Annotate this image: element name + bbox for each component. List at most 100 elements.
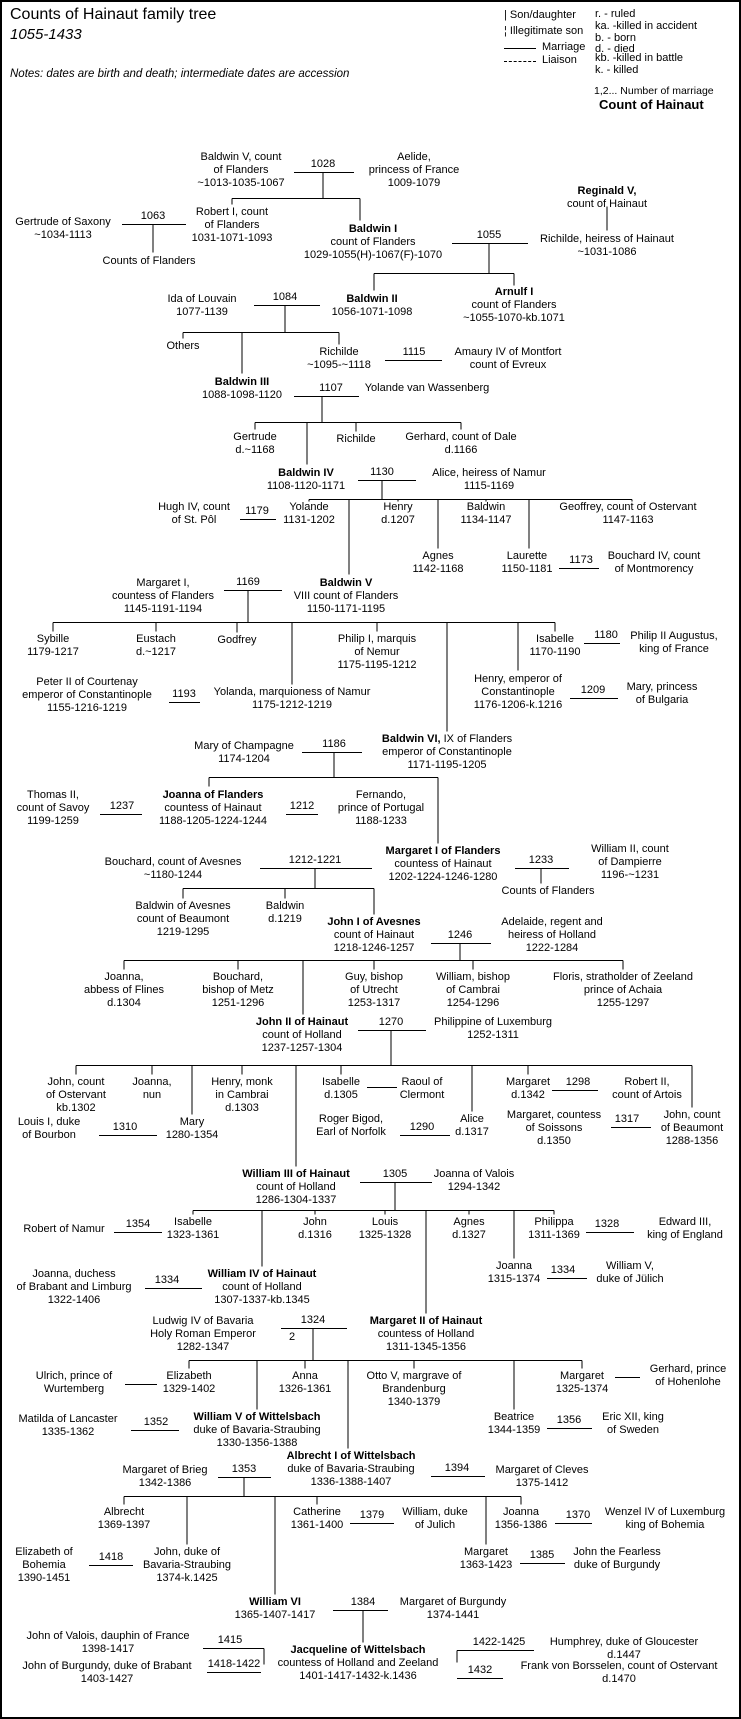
marriage-year-1186: 1186: [322, 738, 346, 750]
person-ida-of-louvain: Ida of Louvain 1077-1139: [167, 293, 237, 318]
liaison-dash-icon: [504, 61, 536, 62]
marriage-year-1107: 1107: [319, 382, 343, 394]
person-others: Others: [166, 340, 200, 352]
person-amaury-iv: Amaury IV of Montfort count of Evreux: [454, 346, 562, 371]
marriage-year-1394: 1394: [444, 1462, 470, 1474]
marriage-year-1115: 1115: [402, 346, 426, 358]
page-title: Counts of Hainaut family tree: [10, 6, 217, 23]
person-margaret-ii-of-hainaut: Margaret II of Hainaut countess of Hollan…: [369, 1315, 483, 1353]
marriage-year-1290: 1290: [409, 1121, 435, 1133]
person-ludwig-iv: Ludwig IV of Bavaria Holy Roman Emperor 12…: [150, 1315, 256, 1353]
marriage-year-1356: 1356: [556, 1414, 582, 1426]
person-floris-zeeland: Floris, stratholder of Zeeland prince of …: [552, 971, 694, 1009]
person-otto-v-brandenburg: Otto V, margrave of Brandenburg 1340-1379: [366, 1370, 462, 1408]
marriage-year-1063: 1063: [140, 210, 166, 222]
person-henry-emperor: Henry, emperor of Constantinople 1176-1206…: [473, 673, 563, 711]
person-margaret-of-brieg: Margaret of Brieg 1342-1386: [122, 1464, 208, 1489]
person-mary-1280: Mary 1280-1354: [165, 1116, 219, 1141]
person-philippine-luxemburg: Philippine of Luxemburg 1252-1311: [433, 1016, 553, 1041]
marriage-year-1180: 1180: [594, 629, 618, 641]
person-baldwin-1134: Baldwin 1134-1147: [460, 501, 512, 526]
person-yolanda-namur: Yolanda, marquioness of Namur 1175-1212-1…: [213, 686, 371, 711]
person-william-iii-of-hainaut: William III of Hainaut count of Holland 12…: [242, 1168, 350, 1206]
marriage-number-2: 2: [288, 1331, 296, 1343]
person-richilde-2: Richilde: [336, 433, 376, 445]
person-matilda-lancaster: Matilda of Lancaster 1335-1362: [18, 1413, 118, 1438]
marriage-year-1233: 1233: [528, 854, 554, 866]
marriage-year-1270: 1270: [378, 1016, 404, 1028]
person-bouchard-metz: Bouchard, bishop of Metz 1251-1296: [202, 971, 274, 1009]
person-william-julich: William, duke of Julich: [402, 1506, 468, 1531]
marriage-year-1328: 1328: [594, 1218, 620, 1230]
marriage-year-1246: 1246: [447, 929, 473, 941]
notes-text: Notes: dates are birth and death; interm…: [10, 68, 350, 80]
legend-born: b. - born: [595, 32, 636, 44]
person-robert-ii-artois: Robert II, count of Artois: [612, 1076, 682, 1101]
person-margaret-i-of-flanders: Margaret I of Flanders countess of Hainau…: [385, 845, 501, 883]
person-margaret-d1342: Margaret d.1342: [505, 1076, 551, 1101]
person-agnes-1142: Agnes 1142-1168: [412, 550, 464, 575]
person-margaret-of-burgundy: Margaret of Burgundy 1374-1441: [399, 1596, 507, 1621]
person-philip-ii-augustus: Philip II Augustus, king of France: [630, 630, 718, 655]
person-fernando: Fernando, prince of Portugal 1188-1233: [337, 789, 425, 827]
person-counts-of-flanders-1: Counts of Flanders: [102, 255, 196, 267]
person-margaret-1363: Margaret 1363-1423: [459, 1546, 513, 1571]
person-eric-xii: Eric XII, king of Sweden: [602, 1411, 664, 1436]
marriage-year-1173: 1173: [569, 554, 593, 566]
person-john-ostervant: John, count of Ostervant kb.1302: [46, 1076, 106, 1114]
person-margaret-of-cleves: Margaret of Cleves 1375-1412: [495, 1464, 589, 1489]
marriage-year-1334: 1334: [550, 1264, 576, 1276]
person-gerhard-dale: Gerhard, count of Dale d.1166: [405, 431, 517, 456]
person-joanna-1315: Joanna 1315-1374: [487, 1260, 541, 1285]
person-john-ii-of-hainaut: John II of Hainaut count of Holland 1237-1…: [255, 1016, 349, 1054]
person-sybille: Sybille 1179-1217: [27, 633, 79, 658]
legend-killed-battle: kb. -killed in battle: [595, 52, 684, 64]
person-baldwin-iv: Baldwin IV 1108-1120-1171: [266, 467, 346, 492]
marriage-year-1028: 1028: [310, 158, 336, 170]
person-baldwin-vi: Baldwin VI, IX of Flanders emperor of Con…: [381, 733, 513, 771]
person-godfrey: Godfrey: [217, 634, 257, 646]
legend-illegitimate-son: ¦ Illegitimate son: [504, 25, 584, 37]
person-thomas-ii-savoy: Thomas II, count of Savoy 1199-1259: [16, 789, 90, 827]
person-guy-utrecht: Guy, bishop of Utrecht 1253-1317: [345, 971, 403, 1009]
person-john-i-of-avesnes: John I of Avesnes count of Hainaut 1218-12…: [327, 916, 421, 954]
marriage-year-1193: 1193: [172, 688, 196, 700]
marriage-line-icon: [504, 48, 536, 49]
page-subtitle: 1055-1433: [10, 26, 82, 43]
marriage-year-1130: 1130: [370, 466, 394, 478]
legend-count-of-hainaut: Count of Hainaut: [599, 97, 704, 112]
person-edward-iii: Edward III, king of England: [647, 1216, 723, 1241]
marriage-year-1370: 1370: [565, 1509, 591, 1521]
person-albrecht-i-of-wittelsbach: Albrecht I of Wittelsbach duke of Bavaria…: [286, 1450, 416, 1488]
person-john-bavaria-straubing: John, duke of Bavaria-Straubing 1374-k.142…: [142, 1546, 232, 1584]
marriage-year-1418-1422: 1418-1422: [207, 1658, 261, 1670]
person-gertrude-of-saxony: Gertrude of Saxony ~1034-1113: [15, 216, 111, 241]
person-bouchard-avesnes: Bouchard, count of Avesnes ~1180-1244: [104, 856, 242, 881]
person-alice-namur: Alice, heiress of Namur 1115-1169: [432, 467, 546, 492]
person-john-beaumont: John, count of Beaumont 1288-1356: [660, 1109, 724, 1147]
marriage-year-1298: 1298: [565, 1076, 591, 1088]
marriage-year-1422-1425: 1422-1425: [472, 1636, 526, 1648]
person-laurette: Laurette 1150-1181: [501, 550, 553, 575]
marriage-year-1237: 1237: [109, 800, 135, 812]
person-hugh-iv: Hugh IV, count of St. Pôl: [158, 501, 230, 526]
legend-liaison: Liaison: [542, 54, 577, 66]
person-william-ii-dampierre: William II, count of Dampierre 1196-~1231: [591, 843, 669, 881]
person-william-iv-of-hainaut: William IV of Hainaut count of Holland 130…: [207, 1268, 317, 1306]
person-baldwin-ii: Baldwin II 1056-1071-1098: [331, 293, 413, 318]
person-elizabeth-1329: Elizabeth 1329-1402: [162, 1370, 216, 1395]
person-eustach: Eustach d.~1217: [135, 633, 177, 658]
person-baldwin-d1219: Baldwin d.1219: [265, 900, 305, 925]
person-humphrey-gloucester: Humphrey, duke of Gloucester d.1447: [549, 1636, 699, 1661]
legend-killed-accident: ka. -killed in accident: [595, 20, 698, 32]
marriage-year-1310: 1310: [112, 1121, 138, 1133]
marriage-year-1354: 1354: [125, 1218, 151, 1230]
person-joanna-1356: Joanna 1356-1386: [494, 1506, 548, 1531]
person-william-v-julich: William V, duke of Jülich: [596, 1260, 664, 1285]
person-yolande-1131: Yolande 1131-1202: [283, 501, 335, 526]
person-mary-of-champagne: Mary of Champagne 1174-1204: [194, 740, 294, 765]
marriage-year-1212-1221: 1212-1221: [288, 854, 342, 866]
person-isabelle-d1305: Isabelle d.1305: [322, 1076, 360, 1101]
